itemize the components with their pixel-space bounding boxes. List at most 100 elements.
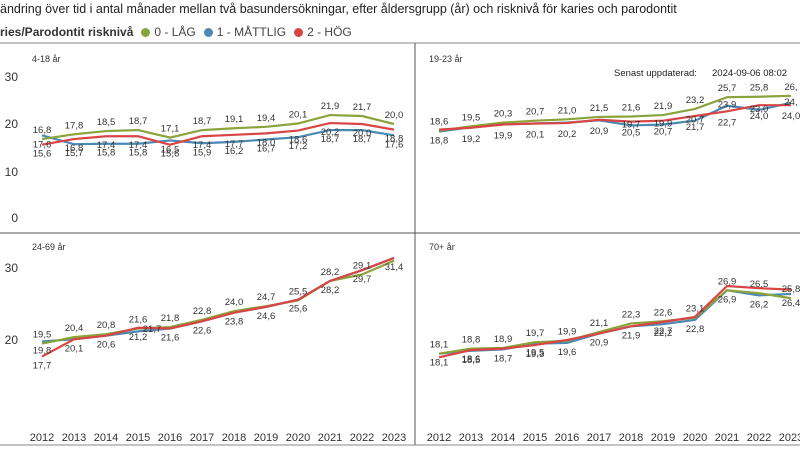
- y-tick-label: 20: [5, 117, 19, 131]
- data-label-extra: 21,7: [143, 324, 162, 335]
- data-label-2-hog: 20,1: [526, 130, 545, 141]
- data-label-2-hog: 15,6: [33, 149, 52, 160]
- x-tick-label: 2021: [715, 432, 739, 444]
- legend: ries/Parodontit risknivå 0 - LÅG 1 - MÅT…: [0, 24, 360, 40]
- x-tick-label: 2012: [427, 432, 451, 444]
- data-label-2-hog: 15,6: [161, 149, 180, 160]
- data-label-1-mattlig: 18,7: [321, 134, 340, 145]
- data-label-2-hog: 20,5: [622, 128, 641, 139]
- data-label-2-hog: 17,4: [193, 140, 212, 151]
- data-label-0-lag: 19,5: [33, 330, 52, 341]
- y-tick-label: 30: [5, 70, 19, 84]
- data-label-1-mattlig: 24,: [784, 97, 797, 108]
- data-label-2-hog: 29,7: [353, 274, 372, 285]
- data-label-2-hog: 16,8: [65, 143, 84, 154]
- x-tick-label: 2018: [222, 432, 246, 444]
- x-tick-label: 2012: [30, 432, 54, 444]
- series-line-1-mattlig: [438, 289, 792, 355]
- y-tick-label: 20: [5, 333, 19, 347]
- data-label-2-hog: 21,2: [129, 332, 148, 343]
- data-label-1-mattlig: 17,2: [289, 141, 308, 152]
- series-line-1-mattlig: [41, 129, 395, 146]
- data-label-1-mattlig: 15,8: [97, 148, 116, 159]
- data-label-0-lag: 26,5: [750, 279, 769, 290]
- panel-title: 4-18 år: [32, 54, 61, 64]
- data-label-0-lag: 21,8: [161, 313, 180, 324]
- data-label-2-hog: 21,6: [161, 332, 180, 343]
- panel-title: 19-23 år: [429, 54, 463, 64]
- y-tick-label: 10: [5, 165, 19, 179]
- data-label-2-hog: 18,6: [462, 354, 481, 365]
- panel-70-ar: 70+ år 18,1 18,8 18,9 19,7 19,9 21,1 22,3 22,6 23…: [429, 242, 800, 369]
- data-label-0-lag: 18,9: [494, 334, 513, 345]
- data-label-1-mattlig: 19,7: [622, 119, 641, 130]
- data-label-2-hog: 19,9: [494, 130, 513, 141]
- legend-item-lag[interactable]: 0 - LÅG: [141, 25, 196, 39]
- data-label-0-lag: 22,8: [193, 306, 212, 317]
- data-label-1-mattlig: 26,9: [718, 294, 737, 305]
- x-tick-label: 2014: [491, 432, 515, 444]
- x-tick-label: 2018: [619, 432, 643, 444]
- data-label-0-lag: 19,4: [257, 113, 276, 124]
- data-label-0-lag: 18,5: [97, 117, 116, 128]
- data-label-0-lag: 24,7: [257, 292, 276, 303]
- data-label-0-lag: 19,7: [526, 328, 545, 339]
- data-label-0-lag: 19,1: [225, 114, 244, 125]
- x-tick-label: 2017: [587, 432, 611, 444]
- y-tick-label: 30: [5, 261, 19, 275]
- series-line-2-hog: [41, 256, 395, 358]
- data-label-1-mattlig: 16,7: [257, 144, 276, 155]
- series-line-2-hog: [438, 104, 791, 131]
- series-line-2-hog: [41, 121, 395, 146]
- legend-item-mattlig[interactable]: 1 - MÅTTLIG: [203, 25, 286, 39]
- x-tick-label: 2016: [158, 432, 182, 444]
- data-label-0-lag: 18,1: [430, 340, 449, 351]
- data-label-0-lag: 21,6: [129, 314, 148, 325]
- data-label-2-hog: 31,4: [385, 262, 404, 273]
- data-label-0-lag: 18,7: [193, 116, 212, 127]
- data-label-0-lag: 20,4: [65, 323, 84, 334]
- x-tick-label: 2023: [382, 432, 406, 444]
- data-label-1-mattlig: 17,6: [385, 139, 404, 150]
- data-label-0-lag: 21,0: [558, 105, 577, 116]
- data-label-2-hog: 18,0: [257, 137, 276, 148]
- legend-dot-mattlig: [203, 27, 213, 37]
- data-label-2-hog: 24,6: [257, 311, 276, 322]
- legend-item-hog[interactable]: 2 - HÖG: [294, 25, 352, 39]
- data-label-0-lag: 20,7: [526, 107, 545, 118]
- data-label-2-hog: 24,0: [782, 111, 800, 122]
- x-tick-label: 2014: [94, 432, 118, 444]
- panel-19-23-ar: 19-23 år 18,6 19,5 20,3 20,7 21,0 21,5 21,6 21,9…: [429, 54, 800, 147]
- x-tick-label: 2020: [683, 432, 707, 444]
- data-label-1-mattlig: 18,5: [462, 355, 481, 366]
- x-tick-label: 2019: [254, 432, 278, 444]
- data-label-0-lag: 23,2: [686, 95, 705, 106]
- data-label-1-mattlig: 15,9: [193, 147, 212, 158]
- x-tick-label: 2019: [651, 432, 675, 444]
- data-label-2-hog: 17,7: [225, 139, 244, 150]
- x-tick-label: 2013: [62, 432, 86, 444]
- legend-title: ries/Parodontit risknivå: [0, 25, 134, 39]
- data-label-1-mattlig: 20,7: [686, 115, 705, 126]
- data-label-1-mattlig: 26,2: [750, 299, 769, 310]
- data-label-2-hog: 18,8: [385, 134, 404, 145]
- data-label-1-mattlig: 15,8: [129, 148, 148, 159]
- data-label-0-lag: 18,7: [129, 116, 148, 127]
- updated-value: 2024-09-06 08:02: [712, 68, 787, 79]
- x-tick-label: 2022: [350, 432, 374, 444]
- series-line-2-hog: [438, 284, 792, 359]
- x-tick-label: 2015: [126, 432, 150, 444]
- series-line-0-lag: [438, 289, 792, 355]
- data-label-1-mattlig: 21,9: [622, 330, 641, 341]
- data-label-1-mattlig: 22,8: [686, 324, 705, 335]
- data-label-0-lag: 24,0: [225, 297, 244, 308]
- data-label-1-mattlig: 18,1: [430, 358, 449, 369]
- panel-24-69-ar: 24-69 år 19,5 20,4 20,8 21,6 21,8 22,8 24,0 24,7…: [32, 242, 403, 372]
- data-label-1-mattlig: 16,5: [161, 144, 180, 155]
- data-label-1-mattlig: 15,7: [65, 148, 84, 159]
- data-label-1-mattlig: 17,6: [33, 139, 52, 150]
- data-label-0-lag: 28,2: [321, 267, 340, 278]
- data-label-1-mattlig: 19,5: [526, 348, 545, 359]
- series-line-0-lag: [41, 259, 395, 345]
